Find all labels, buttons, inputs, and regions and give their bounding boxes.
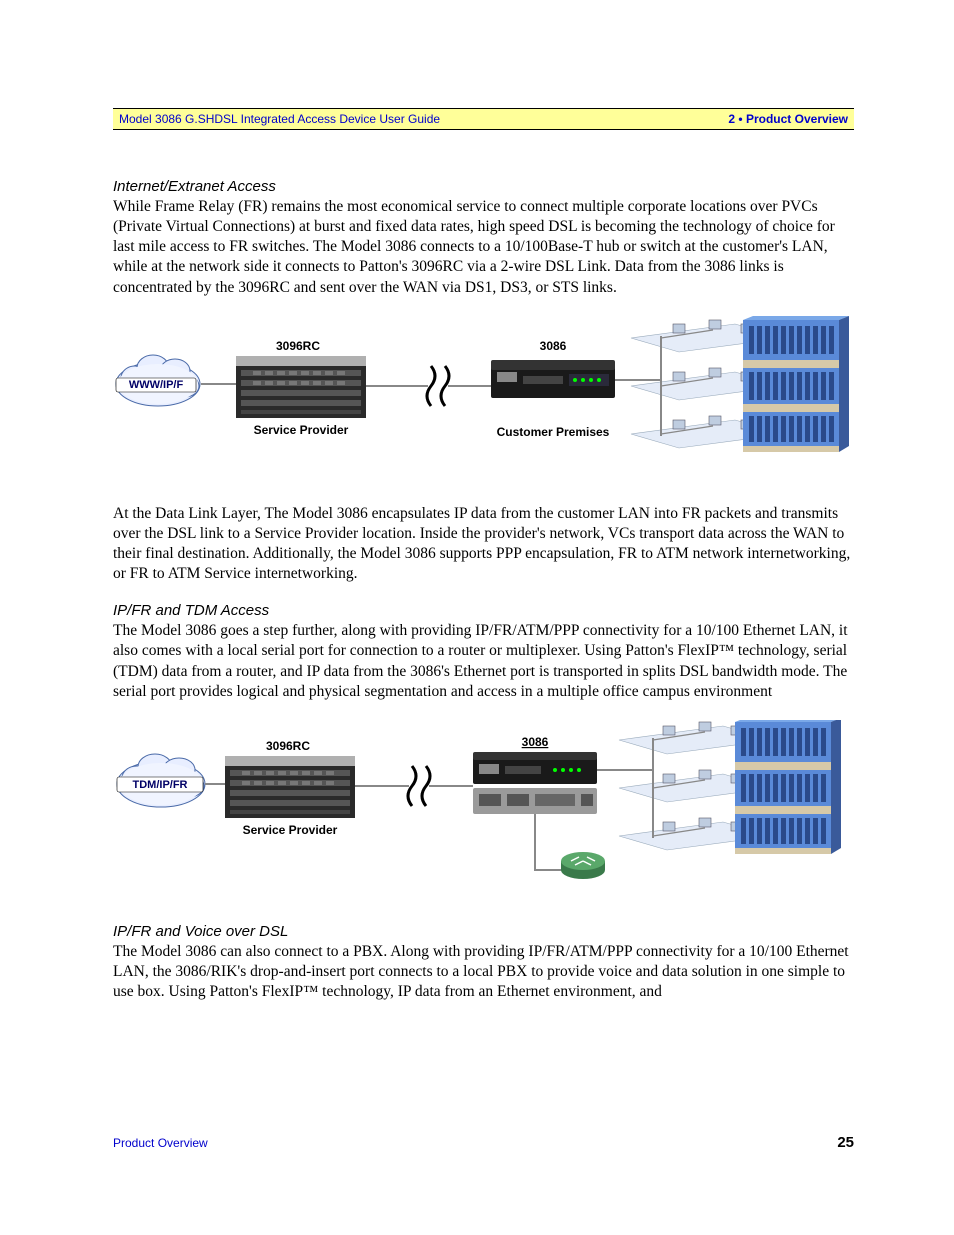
para-ipfr-voice: The Model 3086 can also connect to a PBX…: [113, 942, 854, 1002]
heading-ipfr-tdm: IP/FR and TDM Access: [113, 602, 854, 619]
rack-3096rc-icon: 3096RC Service Provider: [236, 339, 366, 437]
router-icon: [561, 852, 605, 879]
heading-ipfr-voice: IP/FR and Voice over DSL: [113, 923, 854, 940]
heading-internet-extranet: Internet/Extranet Access: [113, 178, 854, 195]
provider-label: Service Provider: [243, 823, 338, 837]
footer-page-number: 25: [837, 1134, 854, 1151]
premises-label: Customer Premises: [497, 425, 610, 439]
device-3086-icon: 3086 Customer Premises: [491, 339, 615, 439]
rack-label: 3096RC: [266, 739, 310, 753]
link-line: [535, 814, 563, 870]
cloud-icon: TDM/IP/FR: [117, 754, 205, 807]
cloud-icon: WWW/IP/F: [116, 355, 200, 406]
para-ipfr-tdm: The Model 3086 goes a step further, alon…: [113, 621, 854, 702]
line-break-icon: [408, 766, 430, 806]
provider-label: Service Provider: [254, 423, 349, 437]
rack-3096rc-icon: 3096RC Service Provider: [225, 739, 355, 837]
building-icon: [735, 720, 841, 854]
cloud-label: TDM/IP/FR: [133, 779, 188, 791]
cloud-label: WWW/IP/F: [129, 379, 184, 391]
device-label: 3086: [522, 735, 549, 749]
para-datalink: At the Data Link Layer, The Model 3086 e…: [113, 504, 854, 585]
device-3086-icon: 3086: [473, 735, 597, 814]
page-footer: Product Overview 25: [113, 1134, 854, 1151]
para-internet-extranet: While Frame Relay (FR) remains the most …: [113, 197, 854, 298]
diagram-ipfr-tdm: TDM/IP/FR 3096RC Service Provider: [113, 720, 854, 895]
header-section-label: 2 • Product Overview: [728, 112, 848, 126]
line-break-icon: [427, 366, 449, 406]
footer-section: Product Overview: [113, 1136, 208, 1150]
device-label: 3086: [540, 339, 567, 353]
header-guide-title: Model 3086 G.SHDSL Integrated Access Dev…: [119, 112, 440, 126]
diagram-internet-extranet: WWW/IP/F 3096RC Service Provider: [113, 316, 854, 476]
page-header: Model 3086 G.SHDSL Integrated Access Dev…: [113, 108, 854, 130]
rack-label: 3096RC: [276, 339, 320, 353]
